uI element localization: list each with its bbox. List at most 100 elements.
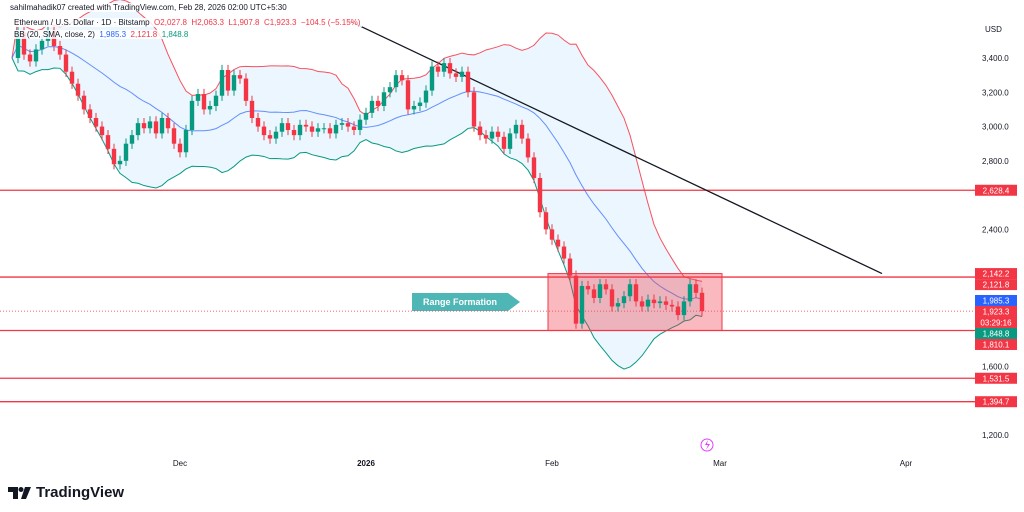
candle-body bbox=[495, 131, 501, 137]
low-value: L1,907.8 bbox=[228, 18, 260, 27]
candle-body bbox=[321, 128, 327, 130]
candle-body bbox=[465, 71, 471, 93]
candle-body bbox=[147, 121, 153, 129]
candle-body bbox=[249, 100, 255, 118]
candle-body bbox=[429, 66, 435, 91]
candle-body bbox=[627, 284, 633, 297]
tradingview-logo: TradingView bbox=[8, 484, 124, 501]
candle-body bbox=[105, 135, 111, 149]
candle-body bbox=[405, 80, 411, 110]
candle-body bbox=[639, 301, 645, 307]
candle-body bbox=[621, 296, 627, 304]
candle-body bbox=[75, 83, 81, 96]
candle-body bbox=[513, 124, 519, 134]
level-price-tag-bg bbox=[975, 279, 1017, 291]
candle-body bbox=[267, 135, 273, 139]
price-tag: 1,985.3 bbox=[983, 296, 1010, 305]
bb-upper: 2,121.8 bbox=[130, 30, 158, 39]
price-tag: 1,848.8 bbox=[983, 329, 1010, 338]
candle-body bbox=[261, 126, 267, 136]
bb-legend[interactable]: BB (20, SMA, close, 2) 1,985.3 2,121.8 1… bbox=[12, 30, 191, 39]
chart-credit: sahilmahadik07 created with TradingView.… bbox=[8, 3, 289, 12]
range-label: Range Formation bbox=[423, 297, 497, 307]
candle-body bbox=[81, 95, 87, 110]
price-tag-bg bbox=[975, 316, 1017, 328]
candle-body bbox=[195, 93, 201, 101]
candle-body bbox=[567, 258, 573, 276]
candle-body bbox=[555, 239, 561, 247]
candle-body bbox=[243, 78, 249, 101]
candle-body bbox=[123, 143, 129, 161]
candle-body bbox=[411, 105, 417, 110]
lightning-icon bbox=[700, 438, 714, 452]
level-price-tag-bg bbox=[975, 338, 1017, 350]
bb-lower: 1,848.8 bbox=[161, 30, 189, 39]
candle-body bbox=[393, 75, 399, 88]
range-label-callout bbox=[412, 293, 520, 312]
candle-body bbox=[501, 136, 507, 149]
candle-body bbox=[33, 49, 39, 62]
candle-body bbox=[231, 75, 237, 91]
y-tick-label: 1,600.0 bbox=[982, 363, 1009, 372]
candle-body bbox=[285, 123, 291, 130]
trendline bbox=[347, 19, 883, 275]
candle-body bbox=[573, 275, 579, 324]
candle-body bbox=[669, 304, 675, 307]
candle-body bbox=[327, 128, 333, 134]
candle-body bbox=[531, 157, 537, 178]
candle-body bbox=[471, 92, 477, 127]
level-price-tag: 1,810.1 bbox=[983, 340, 1010, 349]
y-tick-label: 2,400.0 bbox=[982, 225, 1009, 234]
bb-label: BB (20, SMA, close, 2) bbox=[14, 30, 95, 39]
y-tick-label: 2,800.0 bbox=[982, 157, 1009, 166]
open-value: O2,027.8 bbox=[154, 18, 187, 27]
candle-body bbox=[339, 123, 345, 125]
candle-body bbox=[153, 121, 159, 134]
candle-body bbox=[483, 135, 489, 139]
candle-body bbox=[447, 63, 453, 74]
candle-body bbox=[69, 71, 75, 84]
candle-body bbox=[609, 289, 615, 307]
y-tick-label: 1,200.0 bbox=[982, 431, 1009, 440]
candle-body bbox=[657, 301, 663, 304]
candle-body bbox=[159, 117, 165, 134]
candle-body bbox=[117, 160, 123, 165]
candle-body bbox=[537, 177, 543, 213]
candle-body bbox=[417, 102, 423, 106]
candle-body bbox=[489, 131, 495, 139]
candle-body bbox=[171, 128, 177, 144]
candle-body bbox=[399, 75, 405, 81]
candle-body bbox=[129, 135, 135, 144]
symbol-legend[interactable]: Ethereum / U.S. Dollar · 1D · Bitstamp O… bbox=[12, 18, 363, 27]
level-price-tag-bg bbox=[975, 372, 1017, 384]
candle-body bbox=[63, 54, 69, 72]
price-tag: 1,923.3 bbox=[983, 307, 1010, 316]
change-value: −104.5 (−5.15%) bbox=[300, 18, 361, 27]
candle-body bbox=[579, 285, 585, 324]
candle-body bbox=[219, 69, 225, 96]
price-tag-bg bbox=[975, 327, 1017, 339]
candle-body bbox=[369, 100, 375, 113]
candle-body bbox=[207, 105, 213, 110]
candle-body bbox=[543, 212, 549, 230]
level-price-tag: 2,121.8 bbox=[983, 281, 1010, 290]
y-tick-label: 3,200.0 bbox=[982, 88, 1009, 97]
bb-band-fill bbox=[12, 0, 702, 370]
high-value: H2,063.3 bbox=[191, 18, 224, 27]
bb-basis: 1,985.3 bbox=[99, 30, 127, 39]
candle-body bbox=[363, 112, 369, 120]
candle-body bbox=[27, 54, 33, 62]
candle-body bbox=[357, 119, 363, 130]
level-price-tag: 2,628.4 bbox=[983, 186, 1010, 195]
candle-body bbox=[441, 63, 447, 72]
candle-body bbox=[135, 123, 141, 136]
candle-body bbox=[93, 117, 99, 127]
candle-body bbox=[255, 117, 261, 127]
x-tick-label: Apr bbox=[900, 459, 913, 468]
candle-body bbox=[585, 285, 591, 290]
candle-body bbox=[699, 292, 705, 312]
candle-body bbox=[423, 90, 429, 103]
price-tag: 2,142.2 bbox=[983, 270, 1010, 279]
bb-basis-line bbox=[11, 44, 703, 300]
